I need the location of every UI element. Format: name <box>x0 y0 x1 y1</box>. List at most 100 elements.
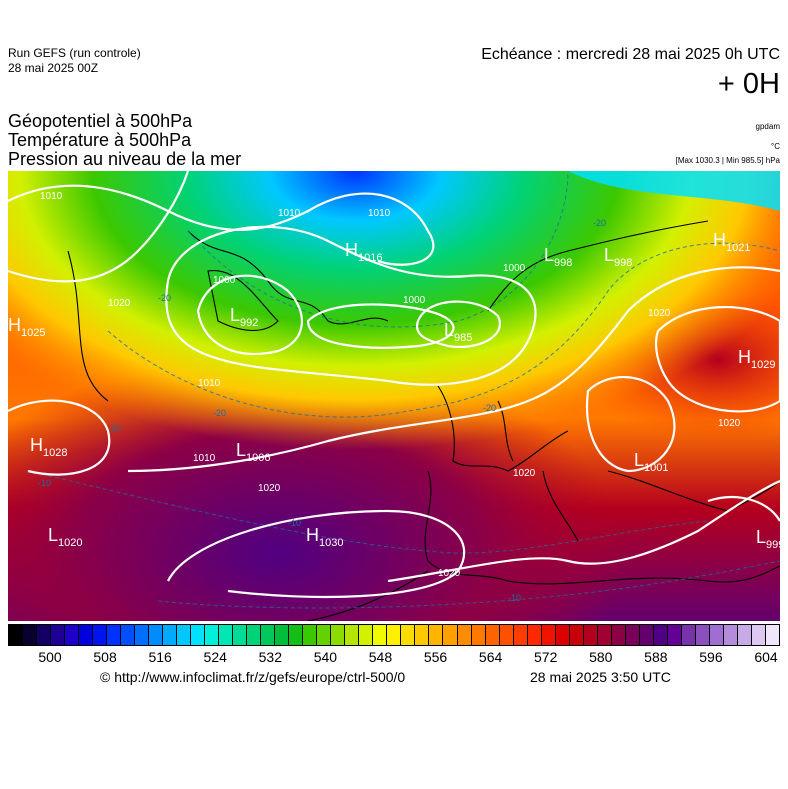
isotherms <box>27 171 780 609</box>
east-cold-tongue <box>568 171 780 211</box>
colorbar-swatch <box>611 625 626 645</box>
isobar-label: 1020 <box>513 468 536 479</box>
colorbar-swatch <box>751 625 766 645</box>
isobar-label: 1020 <box>648 308 671 319</box>
unit-temperature: °C <box>771 142 780 151</box>
colorbar-swatch <box>625 625 640 645</box>
unit-geopotential: gpdam <box>755 122 780 131</box>
isobar-label: 1010 <box>368 208 391 219</box>
coastlines <box>67 220 780 621</box>
colorbar-swatch <box>331 625 346 645</box>
isotherm-label: -20 <box>483 403 496 413</box>
isobar-label: 1010 <box>278 208 301 219</box>
colorbar-swatch <box>765 625 779 645</box>
colorbar-tick-label: 516 <box>148 649 172 665</box>
colorbar-swatch <box>667 625 682 645</box>
colorbar-swatch <box>485 625 500 645</box>
isobar-label: 1020 <box>258 483 281 494</box>
colorbar-swatch <box>359 625 374 645</box>
isotherm-label: -10 <box>108 423 121 433</box>
colorbar-swatch <box>373 625 388 645</box>
colorbar-swatch <box>233 625 248 645</box>
isotherm-label: -10 <box>508 593 521 603</box>
colorbar-swatch <box>653 625 668 645</box>
isotherm-label: -10 <box>38 478 51 488</box>
colorbar-swatch <box>37 625 52 645</box>
colorbar-swatch <box>597 625 612 645</box>
colorbar-swatch <box>79 625 94 645</box>
low-pressure-center: L999 <box>756 527 780 551</box>
isobar-label: 1010 <box>198 378 221 389</box>
generated-time: 28 mai 2025 3:50 UTC <box>530 669 671 685</box>
colorbar-tick-label: 572 <box>534 649 558 665</box>
isobar-label: 1000 <box>503 263 526 274</box>
colorbar-swatch <box>681 625 696 645</box>
colorbar-swatch <box>205 625 220 645</box>
colorbar-swatch <box>191 625 206 645</box>
colorbar-swatch <box>639 625 654 645</box>
colorbar-swatch <box>527 625 542 645</box>
isobar-label: 1010 <box>40 191 63 202</box>
colorbar-tick-label: 564 <box>478 649 503 665</box>
colorbar-tick-label: 548 <box>368 649 393 665</box>
colorbar-swatch <box>415 625 430 645</box>
colorbar <box>8 624 780 646</box>
isobar-label: 1010 <box>193 453 216 464</box>
colorbar-swatch <box>247 625 262 645</box>
colorbar-swatch <box>541 625 556 645</box>
colorbar-swatch <box>65 625 80 645</box>
colorbar-swatch <box>569 625 584 645</box>
isobar-label: 1000 <box>213 275 236 286</box>
colorbar-swatch <box>135 625 150 645</box>
colorbar-tick-label: 596 <box>699 649 723 665</box>
isobar-labels: 1010 1010 1010 1000 1000 1000 1020 1020 1020 1020… <box>38 191 741 603</box>
colorbar-swatch <box>275 625 290 645</box>
lead-time-label: + 0H <box>717 68 780 100</box>
colorbar-swatch <box>723 625 738 645</box>
isotherm-label: -20 <box>593 218 606 228</box>
colorbar-swatch <box>583 625 598 645</box>
colorbar-swatch <box>429 625 444 645</box>
isobar-label: 1020 <box>718 418 741 429</box>
colorbar-tick-label: 556 <box>423 649 448 665</box>
colorbar-swatch <box>737 625 752 645</box>
colorbar-swatch <box>555 625 570 645</box>
colorbar-swatch <box>303 625 318 645</box>
run-name: Run GEFS (run controle) <box>8 46 141 60</box>
colorbar-tick-label: 524 <box>203 649 227 665</box>
colorbar-swatch <box>317 625 332 645</box>
colorbar-swatch <box>9 625 24 645</box>
colorbar-swatch <box>163 625 178 645</box>
colorbar-swatch <box>443 625 458 645</box>
colorbar-swatch <box>471 625 486 645</box>
colorbar-swatch <box>695 625 710 645</box>
colorbar-swatch <box>177 625 192 645</box>
isotherm-label: -20 <box>158 293 171 303</box>
title-pressure: Pression au niveau de la mer <box>8 149 242 169</box>
colorbar-swatch <box>93 625 108 645</box>
colorbar-swatch <box>149 625 164 645</box>
colorbar-swatch <box>387 625 402 645</box>
isotherm-label: -10 <box>288 518 301 528</box>
colorbar-swatch <box>107 625 122 645</box>
unit-pressure: [Max 1030.3 | Min 985.5] hPa <box>675 156 780 165</box>
title-temperature: Température à 500hPa <box>8 130 192 150</box>
colorbar-swatch <box>345 625 360 645</box>
isobar-label: 1000 <box>403 295 426 306</box>
colorbar-tick-label: 588 <box>644 649 668 665</box>
colorbar-tick-label: 500 <box>38 649 62 665</box>
colorbar-swatch <box>499 625 514 645</box>
valid-time-label: Echéance : mercredi 28 mai 2025 0h UTC <box>481 46 780 63</box>
isobars <box>8 171 780 599</box>
colorbar-swatch <box>709 625 724 645</box>
colorbar-swatch <box>457 625 472 645</box>
cold-core-field <box>8 171 780 621</box>
copyright-url[interactable]: © http://www.infoclimat.fr/z/gefs/europe… <box>100 669 406 685</box>
isotherm-label: -20 <box>213 408 226 418</box>
colorbar-swatch <box>289 625 304 645</box>
isobar-label: 1020 <box>438 568 461 579</box>
run-date: 28 mai 2025 00Z <box>8 61 99 75</box>
isobar-label: 1020 <box>108 298 131 309</box>
colorbar-swatch <box>51 625 66 645</box>
